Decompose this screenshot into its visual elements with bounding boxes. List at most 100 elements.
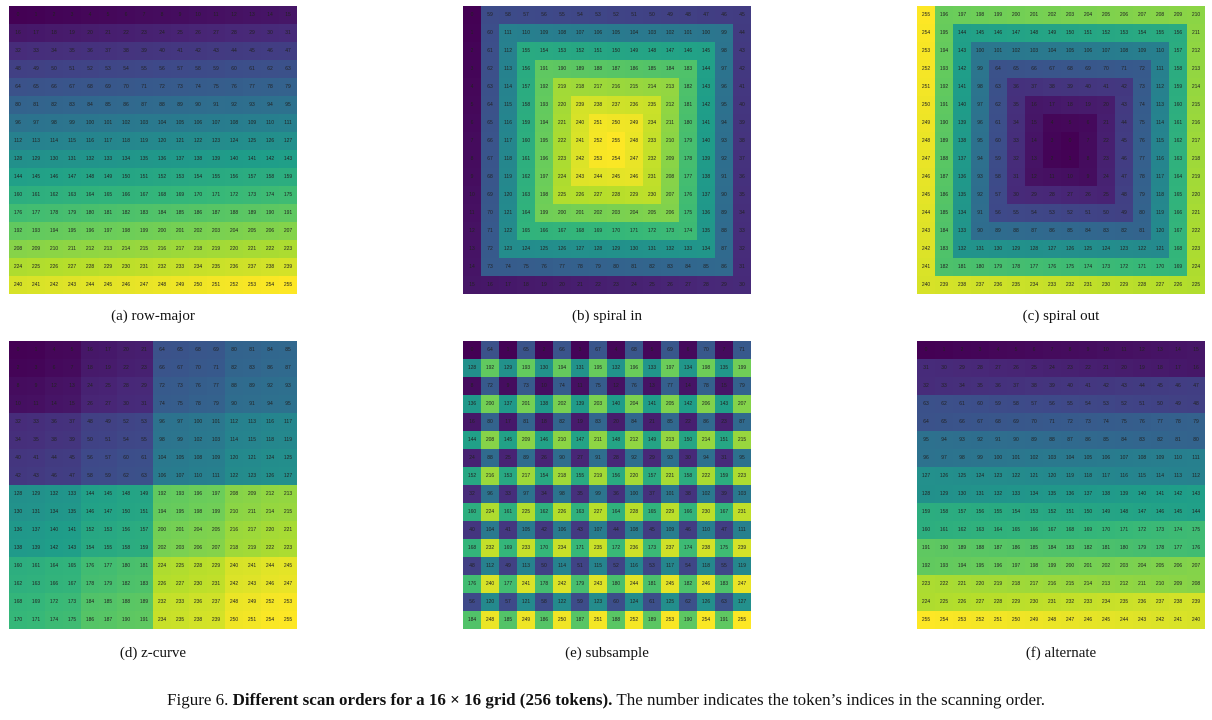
grid-cell: 43 [1115, 377, 1133, 395]
grid-cell: 119 [1151, 204, 1169, 222]
grid-cell: 216 [481, 467, 499, 485]
grid-cell: 129 [1007, 240, 1025, 258]
grid-cell: 81 [517, 413, 535, 431]
grid-cell: 245 [99, 276, 117, 294]
grid-cell: 189 [571, 60, 589, 78]
grid-cell: 23 [1061, 359, 1079, 377]
grid-cell: 180 [1115, 539, 1133, 557]
grid-cell: 184 [1043, 539, 1061, 557]
grid-cell: 245 [661, 575, 679, 593]
grid-cell: 28 [1043, 186, 1061, 204]
grid-cell: 238 [261, 258, 279, 276]
grid-cell: 230 [697, 503, 715, 521]
grid-cell: 52 [1115, 395, 1133, 413]
grid-cell: 133 [63, 485, 81, 503]
grid-cell: 189 [935, 132, 953, 150]
grid-cell: 162 [1169, 132, 1187, 150]
grid-cell: 153 [499, 467, 517, 485]
grid-cell: 35 [571, 485, 589, 503]
grid-cell: 145 [27, 168, 45, 186]
grid-cell: 43 [571, 521, 589, 539]
grid-cell: 157 [953, 503, 971, 521]
grid-cell: 162 [535, 503, 553, 521]
grid-cell: 58 [989, 168, 1007, 186]
grid-cell: 101 [207, 413, 225, 431]
grid-cell: 25 [99, 377, 117, 395]
grid-cell: 127 [571, 240, 589, 258]
panel-spiral-in: 0 59 58 57 56 55 54 53 52 51 50 49 48 47 46 45 1 60 111 110… [463, 6, 751, 294]
grid-cell: 110 [517, 24, 535, 42]
grid-cell: 95 [715, 96, 733, 114]
grid-cell: 11 [463, 204, 481, 222]
grid-cell: 5 [63, 341, 81, 359]
grid-cell: 68 [189, 341, 207, 359]
grid-cell: 216 [1187, 114, 1205, 132]
grid-cell: 226 [45, 258, 63, 276]
grid-cell: 204 [625, 395, 643, 413]
grid-cell: 27 [99, 395, 117, 413]
grid-cell: 172 [1115, 258, 1133, 276]
grid-cell: 194 [45, 222, 63, 240]
grid-cell: 242 [571, 150, 589, 168]
grid-cell: 73 [171, 377, 189, 395]
grid-cell: 152 [153, 168, 171, 186]
grid-cell: 13 [243, 6, 261, 24]
grid-cell: 144 [81, 485, 99, 503]
grid-cell: 55 [1061, 395, 1079, 413]
grid-cell: 7 [135, 6, 153, 24]
grid-cell: 40 [153, 42, 171, 60]
grid-cell: 48 [679, 6, 697, 24]
grid-cell: 121 [499, 204, 517, 222]
grid-cell: 121 [243, 449, 261, 467]
grid-cell: 100 [189, 413, 207, 431]
grid-cell: 157 [517, 78, 535, 96]
grid-cell: 221 [661, 467, 679, 485]
grid-cell: 190 [117, 611, 135, 629]
grid-cell: 4 [607, 341, 625, 359]
grid-cell: 211 [243, 503, 261, 521]
grid-cell: 214 [1079, 575, 1097, 593]
grid-cell: 67 [171, 359, 189, 377]
grid-cell: 209 [517, 431, 535, 449]
grid-cell: 147 [661, 42, 679, 60]
grid-cell: 8 [153, 6, 171, 24]
grid-cell: 17 [99, 341, 117, 359]
grid-cell: 43 [27, 467, 45, 485]
grid-cell: 159 [715, 467, 733, 485]
grid-cell: 25 [643, 276, 661, 294]
grid-cell: 48 [9, 60, 27, 78]
grid-cell: 234 [643, 114, 661, 132]
grid-cell: 151 [135, 168, 153, 186]
grid-cell: 214 [261, 503, 279, 521]
grid-cell: 182 [935, 258, 953, 276]
grid-cell: 140 [45, 521, 63, 539]
grid-cell: 36 [81, 42, 99, 60]
grid-cell: 81 [1169, 431, 1187, 449]
grid-cell: 6 [45, 359, 63, 377]
grid-cell: 95 [279, 395, 297, 413]
grid-cell: 123 [589, 593, 607, 611]
grid-cell: 244 [917, 204, 935, 222]
grid-cell: 104 [481, 521, 499, 539]
grid-cell: 212 [625, 431, 643, 449]
grid-cell: 241 [1169, 611, 1187, 629]
grid-cell: 57 [99, 449, 117, 467]
grid-cell: 144 [9, 168, 27, 186]
grid-cell: 98 [971, 78, 989, 96]
grid-cell: 143 [1187, 485, 1205, 503]
grid-cell: 44 [1133, 377, 1151, 395]
grid-cell: 38 [45, 431, 63, 449]
grid-cell: 219 [553, 78, 571, 96]
grid-cell: 66 [45, 78, 63, 96]
grid-cell: 242 [45, 276, 63, 294]
grid-cell: 255 [279, 276, 297, 294]
grid-cell: 132 [81, 150, 99, 168]
grid-cell: 12 [607, 377, 625, 395]
grid-cell: 60 [117, 449, 135, 467]
grid-cell: 253 [279, 593, 297, 611]
grid-cell: 183 [715, 575, 733, 593]
grid-cell: 225 [171, 557, 189, 575]
grid-cell: 199 [989, 6, 1007, 24]
grid-cell: 144 [697, 60, 715, 78]
grid-cell: 70 [117, 78, 135, 96]
